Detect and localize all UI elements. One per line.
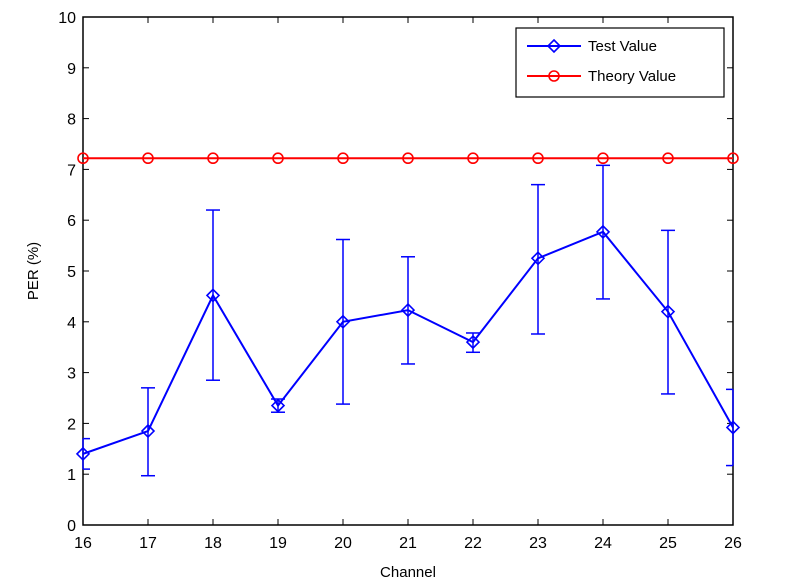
- x-tick-label: 26: [724, 535, 742, 552]
- test-point: [270, 398, 286, 413]
- theory-point: [142, 152, 154, 165]
- legend-label-theory: Theory Value: [588, 68, 676, 85]
- test-point: [725, 420, 741, 435]
- theory-point: [272, 152, 284, 165]
- test-point: [465, 334, 481, 350]
- legend-label-test: Test Value: [588, 38, 657, 55]
- series-line-test: [82, 230, 734, 455]
- x-tick-label: 25: [659, 535, 677, 552]
- theory-point: [77, 152, 89, 165]
- x-tick-label: 24: [594, 535, 612, 552]
- y-tick-label: 7: [67, 162, 76, 179]
- theory-point: [662, 152, 674, 165]
- y-axis: 0 1 2 3 4 5 6 7 8 9 10: [58, 10, 733, 535]
- x-axis-label: Channel: [380, 564, 436, 581]
- y-tick-label: 6: [67, 213, 76, 230]
- y-tick-label: 10: [58, 10, 76, 27]
- y-tick-label: 3: [67, 366, 76, 383]
- test-point: [140, 423, 156, 439]
- theory-point: [597, 152, 609, 165]
- test-point: [335, 314, 351, 329]
- x-tick-label: 19: [269, 535, 287, 552]
- legend-box: [515, 27, 725, 98]
- x-tick-label: 16: [74, 535, 92, 552]
- y-tick-label: 5: [67, 264, 76, 281]
- theory-point: [467, 152, 479, 165]
- x-tick-label: 21: [399, 535, 417, 552]
- x-axis: 16 17 18 19 20 21 22 23 24 25 26: [74, 17, 742, 552]
- test-point: [400, 302, 416, 318]
- series-layer: [75, 152, 741, 477]
- theory-point: [402, 152, 414, 165]
- test-point: [595, 224, 611, 240]
- y-tick-label: 0: [67, 518, 76, 535]
- y-tick-label: 1: [67, 467, 76, 484]
- legend: Test Value Theory Value: [515, 27, 725, 98]
- y-tick-label: 2: [67, 416, 76, 433]
- theory-point: [727, 152, 739, 165]
- x-tick-label: 22: [464, 535, 482, 552]
- y-axis-label: PER (%): [25, 242, 42, 300]
- y-tick-label: 9: [67, 61, 76, 78]
- theory-point: [207, 152, 219, 165]
- x-tick-label: 18: [204, 535, 222, 552]
- x-tick-label: 20: [334, 535, 352, 552]
- test-point: [530, 251, 546, 266]
- legend-test-marker: [546, 38, 562, 54]
- test-point: [660, 304, 676, 319]
- legend-theory-marker: [548, 70, 560, 82]
- test-point: [205, 288, 221, 303]
- y-tick-label: 4: [67, 315, 76, 332]
- x-tick-label: 17: [139, 535, 157, 552]
- x-tick-label: 23: [529, 535, 547, 552]
- y-tick-label: 8: [67, 112, 76, 129]
- theory-point: [337, 152, 349, 165]
- test-point: [75, 446, 91, 462]
- theory-point: [532, 152, 544, 165]
